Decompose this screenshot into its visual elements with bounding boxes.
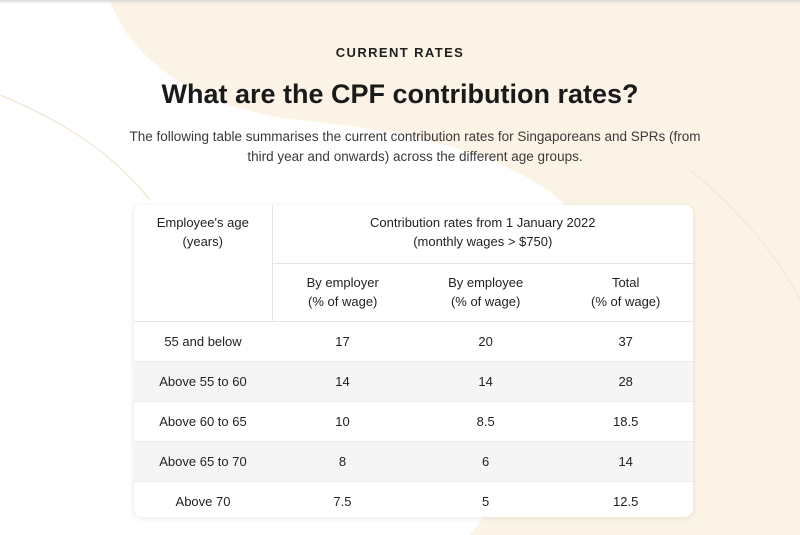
group-header-line-2: (monthly wages > $750) (413, 234, 553, 249)
table-row: Above 65 to 70 8 6 14 (134, 440, 693, 481)
employee-rate-cell: 6 (412, 440, 559, 481)
table-row: Above 70 7.5 5 12.5 (134, 480, 693, 517)
age-cell: Above 65 to 70 (134, 440, 272, 481)
age-cell: Above 60 to 65 (134, 400, 272, 441)
employee-rate-cell: 5 (412, 480, 559, 517)
contribution-rates-table-card: Employee's age (years) Contribution rate… (134, 205, 693, 517)
table-row: Above 55 to 60 14 14 28 (134, 360, 693, 401)
total-rate-cell: 12.5 (558, 480, 693, 517)
total-rate-cell: 37 (558, 320, 693, 361)
employee-column-header: By employee (% of wage) (412, 263, 559, 322)
section-eyebrow: CURRENT RATES (335, 45, 465, 60)
employer-header-line-1: By employer (306, 274, 379, 290)
total-rate-cell: 14 (558, 440, 693, 481)
employee-header-line-1: By employee (448, 274, 524, 290)
age-header-line-2: (years) (182, 234, 223, 249)
total-column-header: Total (% of wage) (558, 263, 693, 322)
employer-header-line-2: (% of wage) (308, 293, 378, 309)
group-header-line-1: Contribution rates from 1 January 2022 (370, 215, 596, 230)
age-cell: 55 and below (134, 320, 272, 361)
section-intro: The following table summarises the curre… (110, 127, 720, 167)
employee-rate-cell: 14 (412, 360, 559, 401)
intro-line-1: The following table summarises the curre… (129, 129, 701, 144)
employer-rate-cell: 17 (272, 320, 413, 361)
table-row: Above 60 to 65 10 8.5 18.5 (134, 400, 693, 441)
employer-rate-cell: 14 (272, 360, 413, 401)
rates-group-header: Contribution rates from 1 January 2022 (… (271, 205, 693, 264)
intro-line-2: third year and onwards) across the diffe… (247, 149, 583, 164)
contribution-rates-table: Employee's age (years) Contribution rate… (134, 205, 693, 517)
age-header-line-1: Employee's age (156, 215, 249, 230)
total-rate-cell: 18.5 (558, 400, 693, 441)
employee-rate-cell: 8.5 (412, 400, 559, 441)
table-row: 55 and below 17 20 37 (134, 320, 693, 361)
age-cell: Above 70 (134, 480, 272, 517)
age-cell: Above 55 to 60 (134, 360, 272, 401)
table-subheader-row: By employer (% of wage) By employee (% o… (134, 263, 693, 322)
total-rate-cell: 28 (558, 360, 693, 401)
total-header-line-1: Total (611, 274, 640, 290)
age-column-header: Employee's age (years) (134, 205, 272, 322)
employer-rate-cell: 7.5 (272, 480, 413, 517)
employee-rate-cell: 20 (412, 320, 559, 361)
top-shadow (0, 0, 800, 4)
employer-column-header: By employer (% of wage) (271, 263, 413, 322)
table-header-row: Employee's age (years) Contribution rate… (134, 205, 693, 322)
total-header-line-2: (% of wage) (591, 293, 661, 309)
employer-rate-cell: 8 (272, 440, 413, 481)
employee-header-line-2: (% of wage) (450, 293, 521, 309)
section-heading: What are the CPF contribution rates? (161, 79, 639, 109)
employer-rate-cell: 10 (272, 400, 413, 441)
